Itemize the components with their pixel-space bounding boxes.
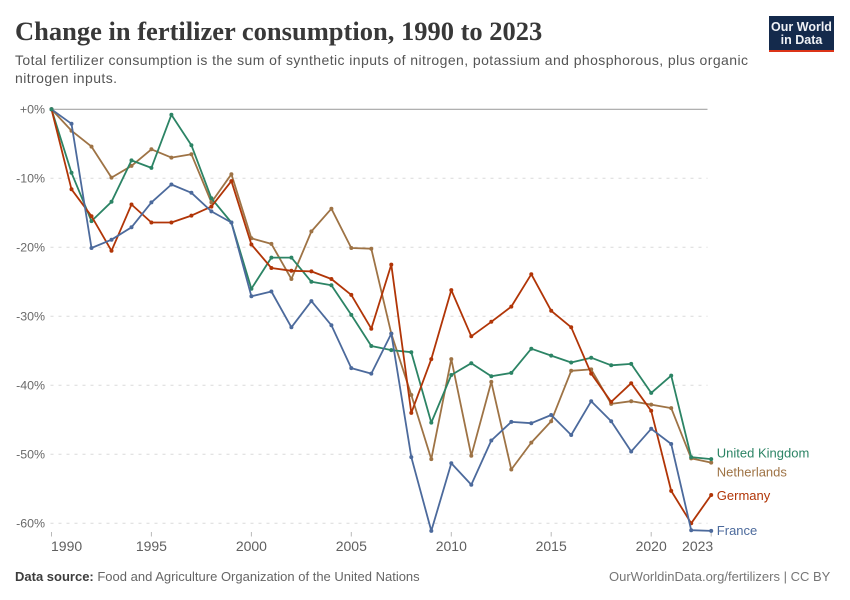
svg-text:-60%: -60%	[16, 516, 45, 530]
svg-text:United Kingdom: United Kingdom	[717, 446, 810, 461]
svg-text:-30%: -30%	[16, 309, 45, 323]
svg-text:Germany: Germany	[717, 488, 771, 503]
svg-text:-50%: -50%	[16, 447, 45, 461]
svg-text:-40%: -40%	[16, 378, 45, 392]
svg-text:2023: 2023	[682, 538, 713, 554]
svg-text:Netherlands: Netherlands	[717, 464, 788, 479]
svg-text:1990: 1990	[51, 538, 82, 554]
svg-text:2000: 2000	[236, 538, 267, 554]
svg-text:-20%: -20%	[16, 240, 45, 254]
svg-text:-10%: -10%	[16, 171, 45, 185]
svg-text:2020: 2020	[636, 538, 667, 554]
svg-text:2010: 2010	[436, 538, 467, 554]
svg-text:+0%: +0%	[20, 102, 45, 116]
svg-text:1995: 1995	[136, 538, 167, 554]
svg-text:2005: 2005	[336, 538, 367, 554]
svg-text:France: France	[717, 523, 757, 538]
svg-text:2015: 2015	[536, 538, 567, 554]
